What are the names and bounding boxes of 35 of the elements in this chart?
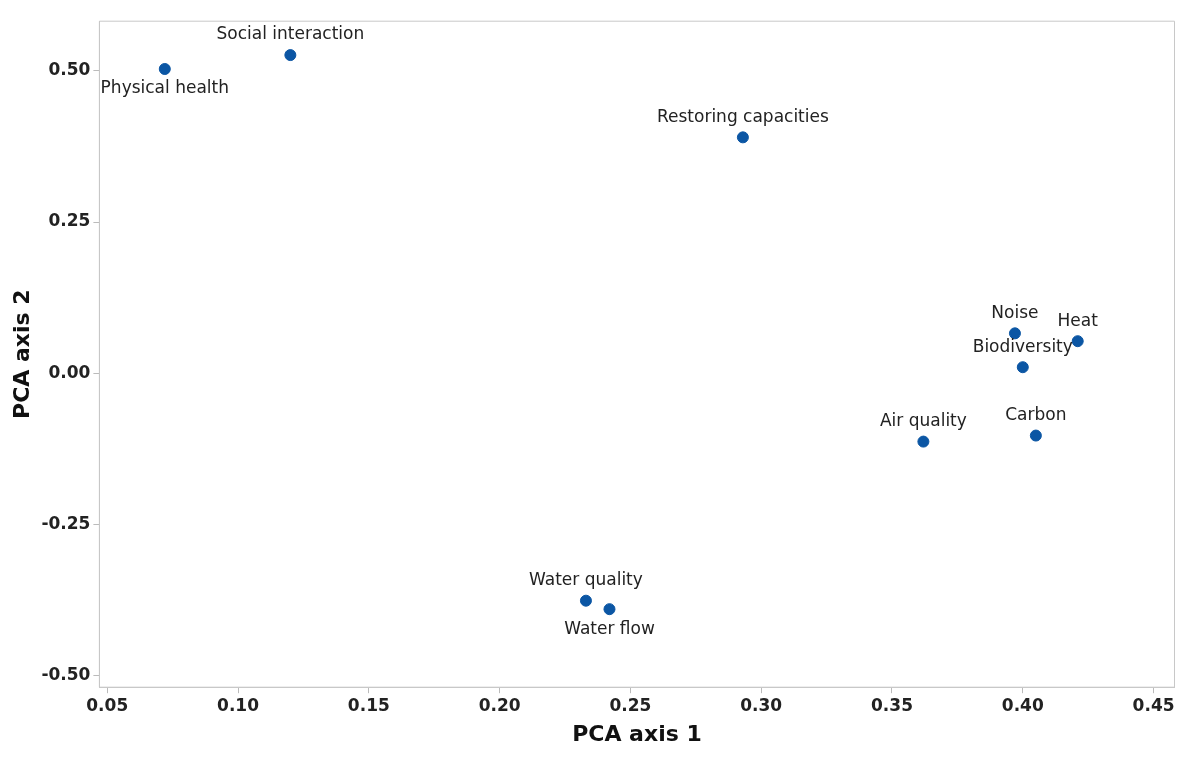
- point: [158, 62, 171, 75]
- x-tick-label: 0.45: [1132, 694, 1175, 715]
- x-tick-label: 0.05: [86, 694, 129, 715]
- x-tick-label: 0.30: [740, 694, 783, 715]
- y-axis-title: PCA axis 2: [8, 289, 34, 419]
- point: [579, 594, 592, 607]
- point: [1071, 335, 1084, 348]
- x-axis-title: PCA axis 1: [572, 720, 702, 746]
- x-tick-label: 0.10: [217, 694, 260, 715]
- y-tick-label: 0.25: [48, 210, 91, 231]
- annotation: Noise: [991, 301, 1039, 322]
- x-tick-label: 0.25: [609, 694, 652, 715]
- point: [1029, 429, 1042, 442]
- y-tick-label: 0.50: [48, 59, 91, 80]
- annotation: Physical health: [100, 77, 229, 98]
- y-tick-label: -0.50: [41, 664, 91, 685]
- point: [1016, 361, 1029, 374]
- point: [603, 603, 616, 616]
- annotation: Social interaction: [216, 23, 365, 44]
- point: [736, 131, 749, 144]
- annotation: Air quality: [879, 410, 967, 431]
- annotation: Water flow: [564, 617, 655, 638]
- annotation: Restoring capacities: [656, 105, 829, 126]
- annotation: Carbon: [1005, 403, 1067, 424]
- point: [284, 49, 297, 62]
- point: [917, 435, 930, 448]
- annotation: Water quality: [529, 569, 643, 590]
- annotation: Biodiversity: [972, 335, 1073, 356]
- x-tick-label: 0.35: [871, 694, 913, 715]
- x-tick-label: 0.40: [1001, 694, 1044, 715]
- y-tick-label: -0.25: [41, 512, 91, 533]
- x-tick-label: 0.20: [478, 694, 521, 715]
- annotation: Heat: [1057, 309, 1099, 330]
- x-tick-label: 0.15: [347, 694, 390, 715]
- y-tick-label: 0.00: [48, 361, 91, 382]
